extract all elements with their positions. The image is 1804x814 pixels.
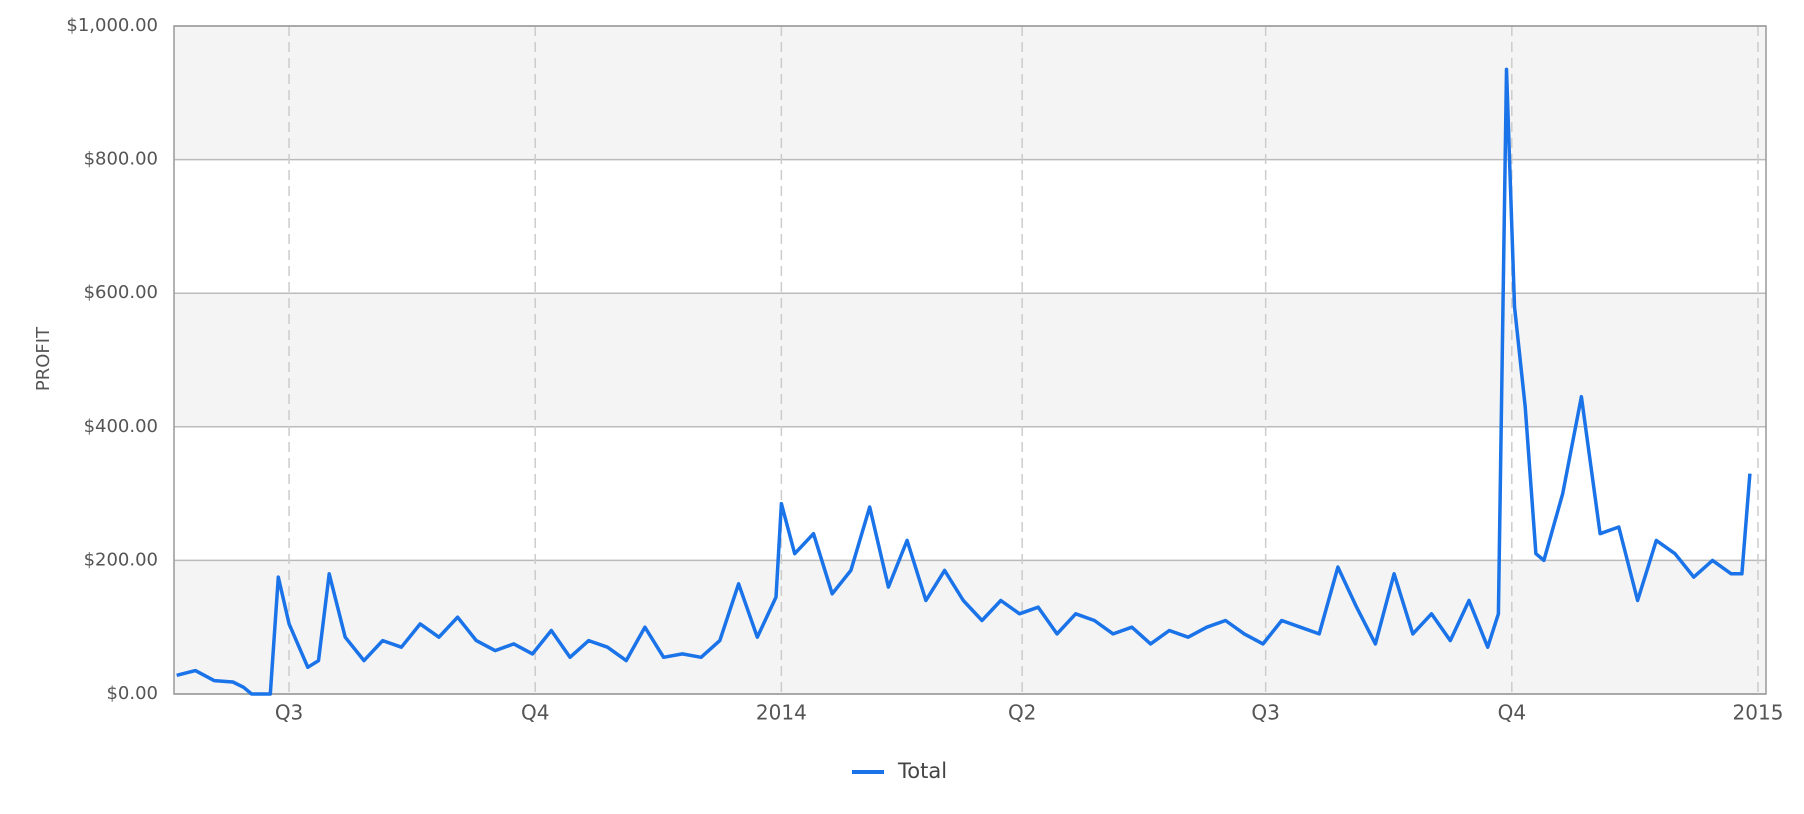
plot-band [174, 293, 1766, 427]
x-tick-label: Q4 [1498, 701, 1526, 725]
plot-band [174, 26, 1766, 160]
y-tick-label: $800.00 [84, 149, 158, 170]
y-tick-label: $200.00 [84, 549, 158, 570]
x-tick-label: 2014 [756, 701, 807, 725]
plot-border [173, 25, 1767, 695]
y-tick-label: $0.00 [106, 683, 158, 704]
x-tick-label: Q3 [1251, 701, 1279, 725]
y-tick-label: $1,000.00 [66, 15, 158, 36]
legend-label: Total [897, 759, 947, 783]
x-tick-label: Q3 [275, 701, 303, 725]
x-tick-label: Q4 [521, 701, 549, 725]
plot-band [174, 560, 1766, 694]
y-tick-label: $400.00 [84, 416, 158, 437]
y-axis-label: PROFIT [33, 326, 54, 391]
y-tick-label: $600.00 [84, 282, 158, 303]
data-line [176, 67, 1752, 696]
x-tick-label: Q2 [1008, 701, 1036, 725]
x-tick-label: 2015 [1733, 701, 1784, 725]
